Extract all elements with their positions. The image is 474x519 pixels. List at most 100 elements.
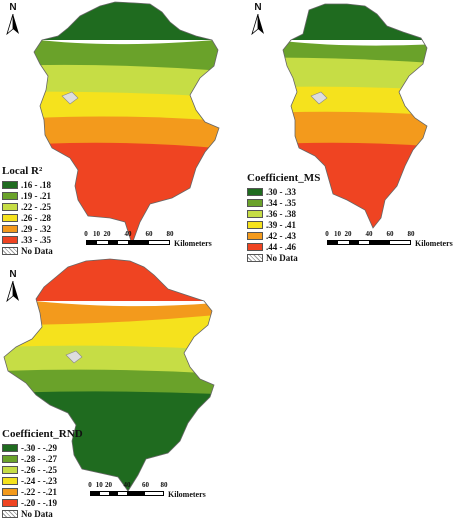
legend-swatch (2, 454, 18, 463)
scale-tick: 0 (84, 230, 88, 238)
north-arrow: N (4, 2, 22, 36)
legend-title: Coefficient_MS (247, 172, 321, 184)
no-data-patch (61, 91, 79, 105)
legend-item: .39 - .41 (247, 219, 320, 230)
region-band (4, 369, 214, 397)
legend-local-r2: Local R² .16 - .18 .19 - .21 .22 - .25 .… (2, 165, 53, 256)
north-arrow: N (249, 2, 267, 36)
legend-label: No Data (266, 252, 298, 263)
scale-tick: 40 (124, 230, 132, 238)
legend-item-no-data: No Data (2, 245, 53, 256)
region-band (34, 64, 219, 96)
map-coefficient-rnd (3, 258, 215, 492)
legend-label: .36 - .38 (266, 208, 296, 219)
scale-ticks: 0 10 20 40 60 80 (325, 230, 414, 240)
legend-item: .16 - .18 (2, 179, 53, 190)
scale-bar: 0 10 20 40 60 80 Kilometers (84, 230, 212, 248)
legend-swatch (2, 465, 18, 474)
legend-title: Local R² (2, 165, 43, 177)
scale-tick: 80 (407, 230, 415, 238)
scale-tick: 60 (142, 481, 149, 489)
scale-tick: 20 (103, 230, 111, 238)
legend-label: -.30 - -.29 (21, 442, 57, 453)
scale-bar-graphic (86, 240, 170, 245)
no-data-swatch (2, 246, 18, 255)
scale-tick: 0 (325, 230, 329, 238)
no-data-patch (65, 350, 83, 364)
scale-tick: 80 (160, 481, 168, 489)
scale-tick: 0 (88, 481, 92, 489)
legend-label: .34 - .35 (266, 197, 296, 208)
north-arrow-icon (251, 14, 264, 36)
scale-tick: 40 (123, 481, 131, 489)
north-arrow-icon (6, 281, 19, 303)
scale-tick: 40 (365, 230, 373, 238)
scale-unit: Kilometers (415, 239, 453, 248)
legend-swatch (247, 242, 263, 251)
legend-swatch (247, 231, 263, 240)
legend-label: -.22 - -.21 (21, 486, 57, 497)
legend-swatch (247, 220, 263, 229)
legend-swatch (247, 209, 263, 218)
panel-coefficient-rnd: N Coefficient_RND -.30 - -.29 -.28 - -.2… (0, 255, 237, 519)
region-band (34, 2, 219, 40)
legend-label: No Data (21, 508, 53, 519)
scale-tick: 60 (386, 230, 394, 238)
legend-swatch (2, 191, 18, 200)
legend-swatch (2, 213, 18, 222)
legend-swatch (2, 180, 18, 189)
scale-tick: 20 (344, 230, 352, 238)
scale-tick: 10 (334, 230, 341, 238)
legend-label: .42 - .43 (266, 230, 296, 241)
north-label: N (9, 269, 17, 280)
legend-item: -.28 - -.27 (2, 453, 83, 464)
scale-unit: Kilometers (174, 239, 212, 248)
legend-swatch (247, 198, 263, 207)
region-band (283, 4, 427, 40)
no-data-swatch (2, 509, 18, 518)
scale-tick: 80 (166, 230, 174, 238)
legend-item: .44 - .46 (247, 241, 320, 252)
legend-label: .33 - .35 (21, 234, 51, 245)
legend-swatch (2, 487, 18, 496)
region-band (4, 259, 214, 301)
scale-unit: Kilometers (168, 490, 206, 499)
north-label: N (254, 2, 262, 13)
legend-swatch (2, 443, 18, 452)
map-outline (3, 258, 215, 492)
legend-coefficient-ms: Coefficient_MS .30 - .33 .34 - .35 .36 -… (247, 172, 320, 263)
legend-item: -.26 - -.25 (2, 464, 83, 475)
legend-swatch (2, 224, 18, 233)
panel-coefficient-ms: N Coefficient_MS .30 - .33 .34 - .35 .36… (237, 0, 474, 263)
scale-ticks: 0 10 20 40 60 80 (84, 230, 173, 240)
scale-bar: 0 10 20 40 60 80 Kilometers (325, 230, 453, 248)
legend-item: -.20 - -.19 (2, 497, 83, 508)
legend-item-no-data: No Data (2, 508, 83, 519)
scale-tick: 60 (145, 230, 153, 238)
region-band (34, 34, 219, 70)
scale-tick: 10 (95, 481, 103, 489)
legend-item: .42 - .43 (247, 230, 320, 241)
map-coefficient-ms (282, 3, 428, 229)
legend-label: .26 - .28 (21, 212, 51, 223)
legend-swatch (2, 476, 18, 485)
region-band (4, 345, 214, 375)
scale-bar: 0 10 20 40 60 80 Kilometers (88, 481, 206, 499)
north-label: N (9, 2, 17, 13)
legend-item: -.24 - -.23 (2, 475, 83, 486)
legend-item-no-data: No Data (247, 252, 320, 263)
legend-item: .33 - .35 (2, 234, 53, 245)
region-band (34, 116, 219, 150)
scale-tick: 20 (105, 481, 112, 489)
map-outline (282, 3, 428, 229)
legend-label: .30 - .33 (266, 186, 296, 197)
map-local-r2 (33, 1, 220, 246)
legend-coefficient-rnd: Coefficient_RND -.30 - -.29 -.28 - -.27 … (2, 428, 83, 519)
legend-swatch (2, 498, 18, 507)
legend-label: .22 - .25 (21, 201, 51, 212)
scale-tick: 10 (93, 230, 100, 238)
scale-bar-graphic (90, 491, 164, 496)
legend-item: -.22 - -.21 (2, 486, 83, 497)
legend-label: -.24 - -.23 (21, 475, 57, 486)
no-data-patch (310, 91, 328, 105)
